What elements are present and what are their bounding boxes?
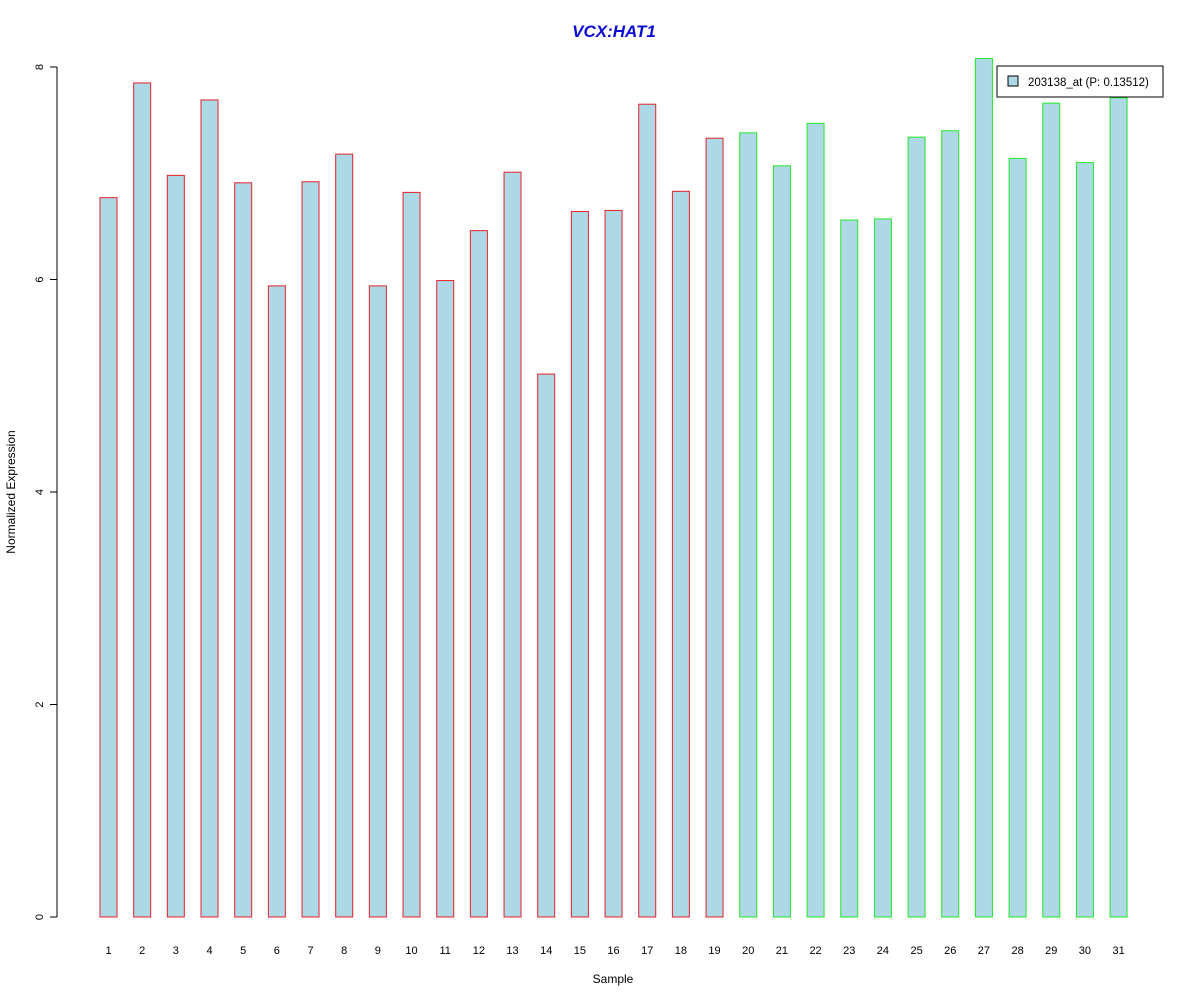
bar-10 — [402, 191, 421, 918]
x-tick-label: 13 — [506, 945, 518, 957]
y-axis: 0 2 4 6 8 — [34, 64, 58, 920]
bar-13 — [503, 171, 522, 918]
bar-20 — [739, 132, 758, 918]
x-tick-label: 21 — [776, 945, 788, 957]
x-tick-label: 22 — [809, 945, 821, 957]
bar-16 — [604, 209, 623, 918]
bar-11 — [436, 280, 455, 918]
y-tick-label: 4 — [34, 489, 46, 495]
legend-box — [996, 65, 1164, 98]
bar-5 — [234, 182, 253, 918]
legend-label: 203138_at (P: 0.13512) — [1028, 77, 1149, 89]
y-axis-title: Normalized Expression — [4, 430, 18, 553]
x-tick-label: 15 — [574, 945, 586, 957]
bar-14 — [537, 373, 556, 918]
x-tick-label: 2 — [139, 945, 145, 957]
bar-9 — [368, 285, 387, 918]
x-tick-label: 23 — [843, 945, 855, 957]
bar-26 — [941, 130, 960, 918]
x-tick-label: 8 — [341, 945, 347, 957]
bar-12 — [469, 230, 488, 918]
legend: 203138_at (P: 0.13512) — [996, 65, 1164, 98]
x-tick-label: 28 — [1011, 945, 1023, 957]
bar-23 — [840, 219, 859, 918]
bar-25 — [907, 136, 926, 918]
x-tick-label: 3 — [173, 945, 179, 957]
x-tick-label: 30 — [1079, 945, 1091, 957]
x-tick-label: 25 — [910, 945, 922, 957]
bar-19 — [705, 137, 724, 918]
x-tick-label: 4 — [206, 945, 212, 957]
bar-29 — [1042, 102, 1061, 918]
x-tick-label: 7 — [307, 945, 313, 957]
bar-1 — [99, 197, 118, 918]
x-tick-label: 19 — [708, 945, 720, 957]
x-tick-label: 20 — [742, 945, 754, 957]
bar-8 — [335, 153, 354, 918]
x-tick-label: 11 — [439, 945, 450, 957]
bar-31 — [1109, 97, 1128, 918]
x-tick-label: 16 — [607, 945, 619, 957]
x-tick-label: 12 — [473, 945, 485, 957]
x-tick-label: 10 — [405, 945, 417, 957]
x-tick-label: 17 — [641, 945, 653, 957]
bar-18 — [671, 190, 690, 918]
bar-4 — [200, 99, 219, 918]
y-tick-label: 8 — [34, 64, 46, 70]
bar-15 — [570, 211, 589, 918]
bar-24 — [873, 218, 892, 918]
bar-3 — [166, 174, 185, 918]
y-tick-label: 0 — [34, 914, 46, 920]
bar-28 — [1008, 157, 1027, 918]
x-tick-label: 18 — [675, 945, 687, 957]
x-tick-label: 27 — [978, 945, 990, 957]
bar-6 — [267, 285, 286, 918]
legend-swatch — [1007, 75, 1019, 87]
x-tick-label: 24 — [877, 945, 889, 957]
bar-27 — [974, 58, 993, 918]
x-tick-label: 26 — [944, 945, 956, 957]
x-tick-label: 29 — [1045, 945, 1057, 957]
y-tick-label: 6 — [34, 276, 46, 282]
bar-2 — [133, 82, 152, 918]
bar-30 — [1075, 162, 1094, 918]
bar-17 — [638, 103, 657, 918]
bar-22 — [806, 122, 825, 918]
x-axis-title: Sample — [593, 972, 634, 986]
x-axis-labels: 1 2 3 4 5 6 7 8 9 10 11 12 13 14 15 16 17 18 19 20 21 22 23 24 2… — [105, 945, 1124, 957]
x-tick-label: 6 — [274, 945, 280, 957]
x-tick-label: 1 — [105, 945, 111, 957]
y-tick-label: 2 — [34, 701, 46, 707]
bar-21 — [772, 165, 791, 918]
bars — [99, 58, 1128, 918]
x-tick-label: 14 — [540, 945, 552, 957]
x-tick-label: 31 — [1112, 945, 1124, 957]
x-tick-label: 5 — [240, 945, 246, 957]
x-tick-label: 9 — [375, 945, 381, 957]
chart-title: VCX:HAT1 — [572, 22, 656, 41]
bar-7 — [301, 181, 320, 918]
